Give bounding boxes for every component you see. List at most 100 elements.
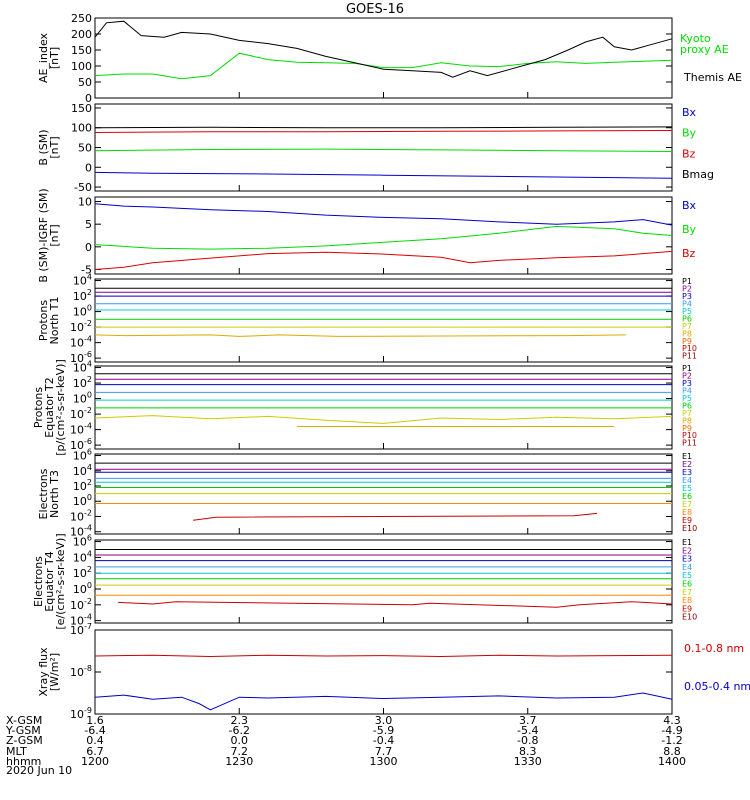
y-tick-label: 100 [71,122,92,135]
y-axis-label: Protons [32,387,45,428]
axis-row-label: Y-GSM [5,724,41,737]
series-line-by [94,225,673,250]
y-tick-label: 100 [73,304,92,319]
axis-row-label: Z-GSM [6,734,43,747]
y-axis-label: Equator T4 [43,551,56,611]
y-axis-label: [e/(cm²-s-sr-keV)] [54,533,67,629]
y-axis-label: B (SM) [37,129,50,165]
legend-label-p1: P1 [682,277,692,286]
legend-label-p8: P8 [682,416,692,425]
legend-label-p10: P10 [682,344,697,353]
legend-label-p9: P9 [682,424,692,433]
legend-label-p1: P1 [682,364,692,373]
legend-label-e1: E1 [682,452,692,461]
time-tick-value: 3.0 [375,714,393,727]
time-tick-value: -5.4 [517,724,538,737]
time-tick-value: 1230 [225,755,253,768]
time-tick-value: 2.3 [231,714,249,727]
y-tick-label: 104 [73,463,92,478]
y-tick-label: 100 [73,493,92,508]
y-axis-label: B (SM)-IGRF (SM) [37,188,50,282]
legend-label-e2: E2 [682,460,692,469]
series-line-bz [94,250,673,270]
panel-frame [94,17,673,99]
y-tick-label: 50 [78,76,92,89]
series-line-themis-ae [94,20,673,78]
time-tick-value: 1.6 [86,714,104,727]
legend-label-0-1-0-8-nm: 0.1-0.8 nm [684,642,744,655]
series-line-bz [94,130,673,133]
y-tick-label: 10 [78,196,92,209]
legend-label-p5: P5 [682,394,692,403]
time-tick-value: -0.8 [517,734,538,747]
legend-label-kyoto: Kyoto [680,32,711,45]
legend-label-e10: E10 [682,613,697,622]
y-axis-label: [W/m²] [48,653,61,691]
series-line-bx [94,203,673,226]
legend-label-p4: P4 [682,299,692,308]
y-tick-label: 104 [73,549,92,564]
time-tick-value: 1330 [514,755,542,768]
legend-label-p7: P7 [682,409,692,418]
legend-label-e10: E10 [682,524,697,533]
time-tick-value: 7.2 [231,745,249,758]
legend-label-p7: P7 [682,322,692,331]
legend-label-p11: P11 [682,352,697,361]
legend-label-p2: P2 [682,372,692,381]
legend-label-p11: P11 [682,439,697,448]
time-tick-value: 1300 [370,755,398,768]
y-tick-label: 10-2 [70,406,92,421]
y-tick-label: 0 [85,92,92,105]
time-tick-value: -6.4 [84,724,105,737]
series-line-bx [94,171,673,179]
y-tick-label: 10-4 [70,422,92,437]
y-axis-label: Protons [37,300,50,341]
series-line-by [94,148,673,152]
time-tick-value: 8.3 [519,745,537,758]
series-line-e9 [193,512,598,521]
time-tick-value: 4.3 [663,714,681,727]
y-tick-label: 102 [73,375,92,390]
legend-label-p3: P3 [682,379,692,388]
legend-label-p10: P10 [682,431,697,440]
legend-label-bx: Bx [682,199,697,212]
panel-3: -5 0 5 10 B (SM)-IGRF (SM)[nT] Bx By Bz [37,188,697,282]
legend-label-p3: P3 [682,292,692,301]
y-axis-label: North T1 [48,297,61,345]
time-tick-value: 0.0 [231,734,249,747]
panel-frame [94,539,673,624]
y-tick-label: 10-2 [70,597,92,612]
y-tick-label: 50 [78,142,92,155]
legend-label-by: By [682,127,697,140]
legend-label-p9: P9 [682,337,692,346]
y-axis-label: [nT] [48,136,61,158]
y-tick-label: 10-8 [70,664,92,679]
legend-label-e6: E6 [682,580,692,589]
y-tick-label: 10-7 [70,622,92,637]
legend-label-p8: P8 [682,329,692,338]
axis-row-label: 2020 Jun 10 [6,764,72,777]
time-tick-value: -6.2 [229,724,250,737]
y-tick-label: 104 [73,360,92,375]
series-line-bmag [94,126,673,129]
y-axis-label: North T3 [48,470,61,518]
legend-label-e1: E1 [682,538,692,547]
y-tick-label: 10-2 [70,319,92,334]
legend-label-bx: Bx [682,106,697,119]
time-tick-value: -5.9 [373,724,394,737]
time-tick-value: 1200 [81,755,109,768]
y-tick-label: 10-4 [70,335,92,350]
time-tick-value: 8.8 [663,745,681,758]
y-tick-label: 100 [73,581,92,596]
y-axis-label: Electrons [32,556,45,607]
y-tick-label: 102 [73,478,92,493]
time-tick-value: -4.9 [661,724,682,737]
time-tick-value: 1400 [658,755,686,768]
y-tick-label: 100 [71,60,92,73]
time-tick-value: 3.7 [519,714,537,727]
time-tick-value: 0.4 [86,734,104,747]
